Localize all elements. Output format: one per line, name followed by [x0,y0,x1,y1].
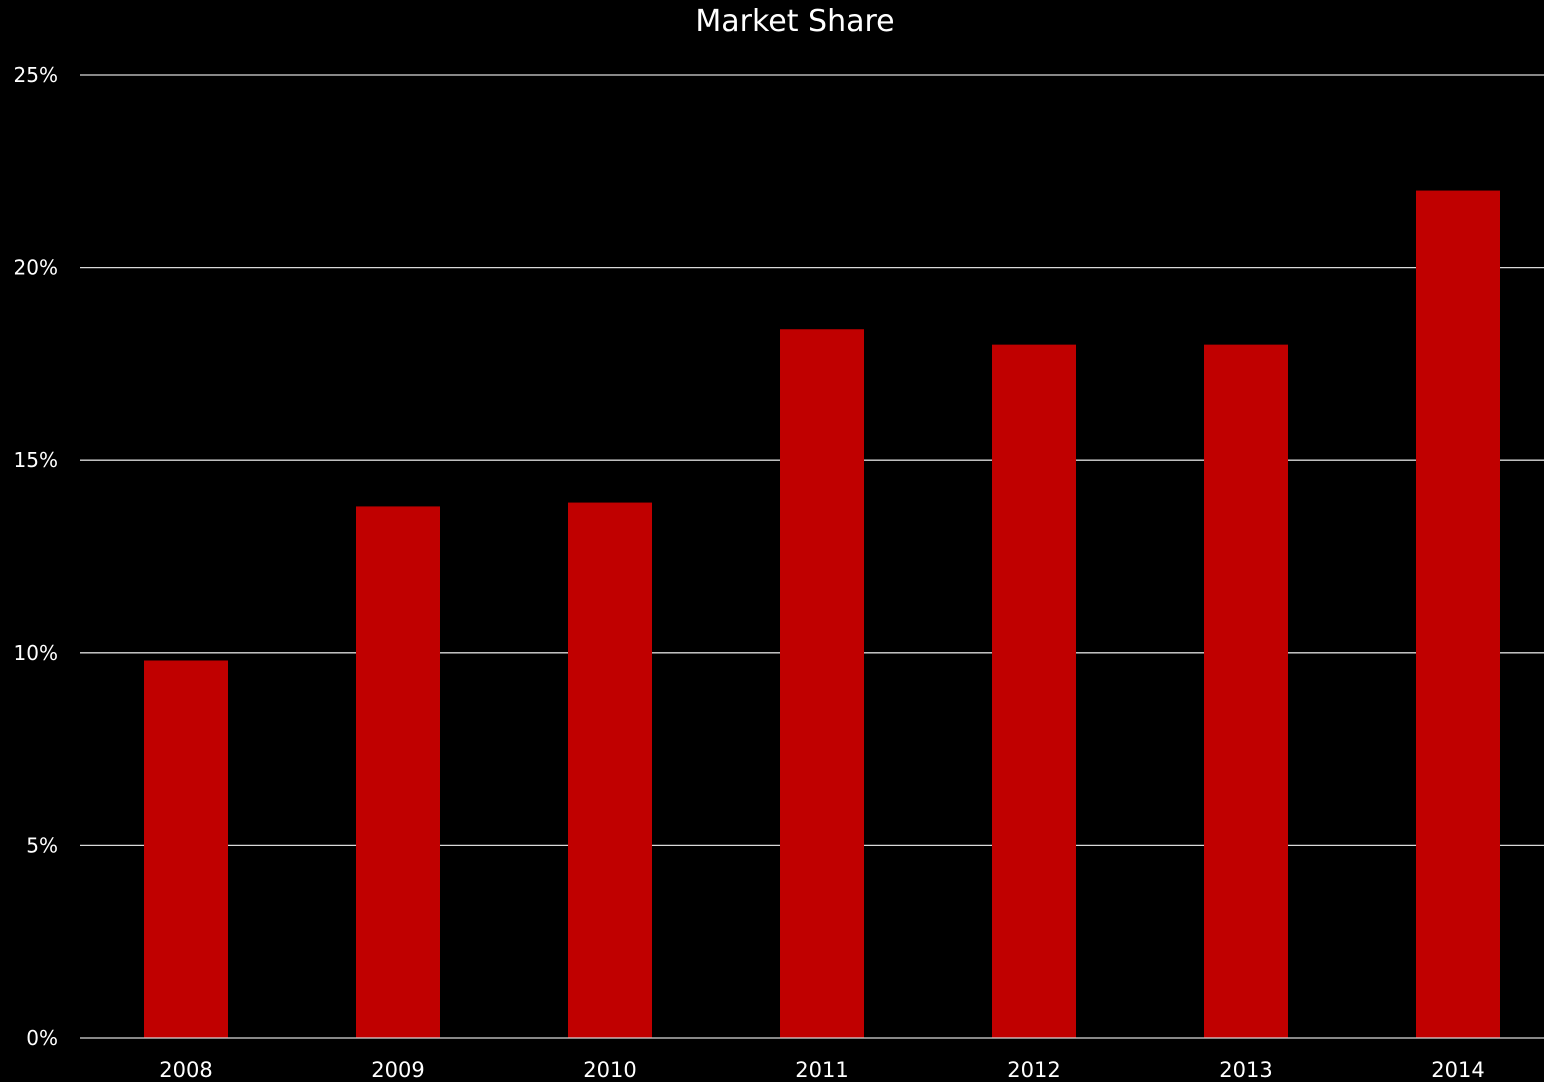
x-tick-label: 2010 [583,1058,636,1082]
bar-2013 [1204,344,1288,1038]
bar-2011 [780,329,864,1038]
y-tick-label: 0% [26,1026,58,1050]
y-tick-label: 10% [14,641,58,665]
x-tick-label: 2014 [1431,1058,1484,1082]
x-tick-label: 2009 [371,1058,424,1082]
x-tick-label: 2011 [795,1058,848,1082]
y-axis-tick-labels: 0% 5% 10% 15% 20% 25% [14,63,58,1050]
x-tick-label: 2012 [1007,1058,1060,1082]
bar-2008 [144,660,228,1038]
y-tick-label: 15% [14,448,58,472]
bar-2014 [1416,190,1500,1038]
bar-2010 [568,502,652,1038]
x-tick-label: 2013 [1219,1058,1272,1082]
bar-2009 [356,506,440,1038]
y-tick-label: 5% [26,833,58,857]
y-tick-label: 20% [14,256,58,280]
x-axis-tick-labels: 2008 2009 2010 2011 2012 2013 2014 [159,1058,1484,1082]
x-tick-label: 2008 [159,1058,212,1082]
bar-2012 [992,344,1076,1038]
chart-title: Market Share [695,4,894,39]
y-tick-label: 25% [14,63,58,87]
bars [144,190,1500,1038]
